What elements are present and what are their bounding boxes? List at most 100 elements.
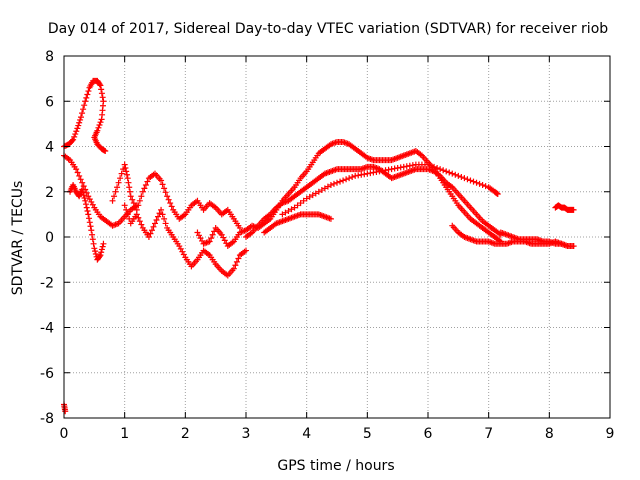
data-point-marker xyxy=(124,175,131,182)
data-point-marker xyxy=(74,125,81,132)
satellite-track-1 xyxy=(61,77,109,155)
axis-ticks: 0 1 2 3 4 5 6 7 8 9 -8 -6 -4 -2 0 2 4 6 8 xyxy=(40,49,614,442)
data-point-marker xyxy=(92,250,99,257)
data-point-marker xyxy=(159,181,166,188)
x-tick-label: 6 xyxy=(424,426,433,442)
data-point-marker xyxy=(470,178,477,185)
satellite-track-3 xyxy=(67,181,107,263)
data-point-marker xyxy=(337,178,344,185)
data-point-marker xyxy=(91,245,98,252)
satellite-track-5 xyxy=(121,202,249,279)
data-point-marker xyxy=(141,185,148,192)
data-point-marker xyxy=(315,188,322,195)
data-point-marker xyxy=(136,218,143,225)
data-point-marker xyxy=(312,190,319,197)
data-point-marker xyxy=(100,240,107,247)
data-point-marker xyxy=(80,183,87,190)
x-axis-label: GPS time / hours xyxy=(277,458,394,474)
x-tick-label: 8 xyxy=(545,426,554,442)
satellite-track-9 xyxy=(279,161,501,218)
data-point-marker xyxy=(102,148,109,155)
data-point-marker xyxy=(321,185,328,192)
data-point-marker xyxy=(86,215,93,222)
x-tick-label: 3 xyxy=(242,426,251,442)
data-points xyxy=(61,77,577,415)
data-point-marker xyxy=(233,258,240,265)
data-point-marker xyxy=(130,200,137,207)
data-point-marker xyxy=(73,128,80,135)
data-point-marker xyxy=(97,82,104,89)
data-point-marker xyxy=(82,98,89,105)
data-point-marker xyxy=(98,249,105,256)
data-point-marker xyxy=(96,253,103,260)
data-point-marker xyxy=(98,246,105,253)
data-point-marker xyxy=(114,184,121,191)
data-point-marker xyxy=(121,161,128,168)
data-point-marker xyxy=(165,196,172,203)
satellite-track-13 xyxy=(61,401,69,415)
data-point-marker xyxy=(431,163,438,170)
data-point-marker xyxy=(87,223,94,230)
data-point-marker xyxy=(282,209,289,216)
data-point-marker xyxy=(109,197,116,204)
satellite-track-11 xyxy=(497,229,577,250)
grid-lines xyxy=(64,56,610,418)
data-point-marker xyxy=(142,181,149,188)
data-point-marker xyxy=(147,230,154,237)
data-point-marker xyxy=(153,217,160,224)
data-point-marker xyxy=(85,88,92,95)
satellite-track-12 xyxy=(552,202,577,213)
chart-title: Day 014 of 2017, Sidereal Day-to-day VTE… xyxy=(48,21,608,37)
data-point-marker xyxy=(440,167,447,174)
data-point-marker xyxy=(96,81,103,88)
data-point-marker xyxy=(162,220,169,227)
data-point-marker xyxy=(136,197,143,204)
data-point-marker xyxy=(73,166,80,173)
data-point-marker xyxy=(95,124,102,131)
data-point-marker xyxy=(346,175,353,182)
data-point-marker xyxy=(443,168,450,175)
data-point-marker xyxy=(76,119,83,126)
x-tick-label: 2 xyxy=(181,426,190,442)
data-point-marker xyxy=(303,195,310,202)
y-axis-label: SDTVAR / TECUs xyxy=(10,181,26,296)
data-point-marker xyxy=(82,201,89,208)
data-point-marker xyxy=(117,175,124,182)
data-point-marker xyxy=(158,177,165,184)
satellite-track-4 xyxy=(109,161,243,231)
data-point-marker xyxy=(81,102,88,109)
y-tick-label: 0 xyxy=(45,230,54,246)
data-point-marker xyxy=(243,247,249,254)
data-point-marker xyxy=(80,106,87,113)
data-point-marker xyxy=(343,176,350,183)
data-point-marker xyxy=(99,94,106,101)
data-point-marker xyxy=(97,252,104,259)
data-point-marker xyxy=(161,185,168,192)
data-point-marker xyxy=(318,187,325,194)
data-point-marker xyxy=(309,192,316,199)
data-point-marker xyxy=(123,171,130,178)
data-point-marker xyxy=(458,174,465,181)
data-point-marker xyxy=(96,122,103,129)
data-point-marker xyxy=(306,193,313,200)
data-point-marker xyxy=(84,207,91,214)
data-point-marker xyxy=(428,162,435,169)
y-tick-label: 2 xyxy=(45,185,54,201)
data-point-marker xyxy=(155,213,162,220)
data-point-marker xyxy=(208,235,215,242)
data-point-marker xyxy=(89,231,96,238)
data-point-marker xyxy=(437,166,444,173)
data-point-marker xyxy=(209,231,216,238)
data-point-marker xyxy=(455,172,462,179)
y-tick-label: -6 xyxy=(40,366,54,382)
data-point-marker xyxy=(132,203,139,210)
data-point-marker xyxy=(570,243,577,250)
data-point-marker xyxy=(434,164,441,171)
data-point-marker xyxy=(291,204,298,211)
data-point-marker xyxy=(112,188,119,195)
data-point-marker xyxy=(449,170,456,177)
data-point-marker xyxy=(145,234,152,240)
data-point-marker xyxy=(69,137,76,144)
y-tick-label: -8 xyxy=(40,411,54,427)
